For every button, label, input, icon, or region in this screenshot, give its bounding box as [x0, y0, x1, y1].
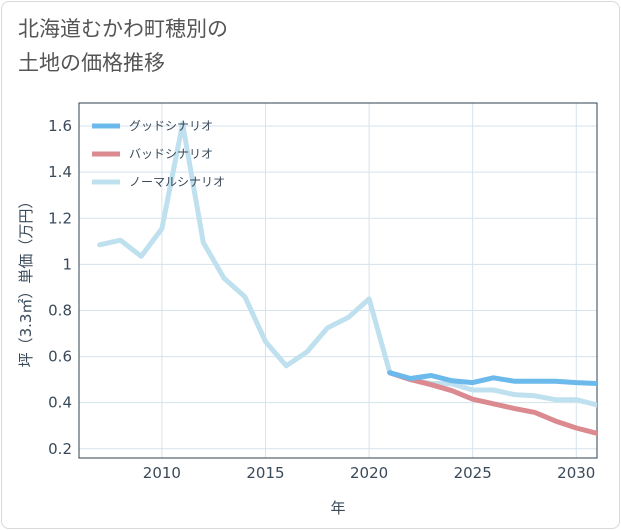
- legend-label: ノーマルシナリオ: [129, 175, 225, 189]
- x-tick-label: 2015: [246, 464, 284, 482]
- y-tick-label: 1: [62, 255, 72, 273]
- legend-label: グッドシナリオ: [129, 119, 213, 133]
- chart-title: 北海道むかわ町穂別の 土地の価格推移: [18, 17, 228, 75]
- y-tick-label: 0.8: [48, 301, 72, 319]
- x-tick-label: 2010: [143, 464, 181, 482]
- series-line-2: [97, 121, 597, 408]
- y-axis-label: 坪（3.3㎡）単価（万円）: [17, 194, 35, 368]
- x-axis-label: 年: [330, 499, 345, 517]
- y-tick-label: 1.2: [48, 209, 72, 227]
- plot-area: [79, 103, 597, 458]
- x-tick-label: 2030: [557, 464, 595, 482]
- y-tick-label: 0.6: [48, 348, 72, 366]
- plot-frame: [78, 102, 598, 459]
- legend-label: バッドシナリオ: [129, 147, 213, 161]
- y-tick-label: 1.6: [48, 117, 72, 135]
- x-tick-label: 2025: [454, 464, 492, 482]
- x-tick-label: 2020: [350, 464, 388, 482]
- y-tick-label: 0.2: [48, 440, 72, 458]
- series-line-0: [387, 370, 597, 386]
- y-tick-label: 1.4: [48, 163, 72, 181]
- series-line-1: [387, 370, 597, 436]
- y-tick-label: 0.4: [48, 394, 72, 412]
